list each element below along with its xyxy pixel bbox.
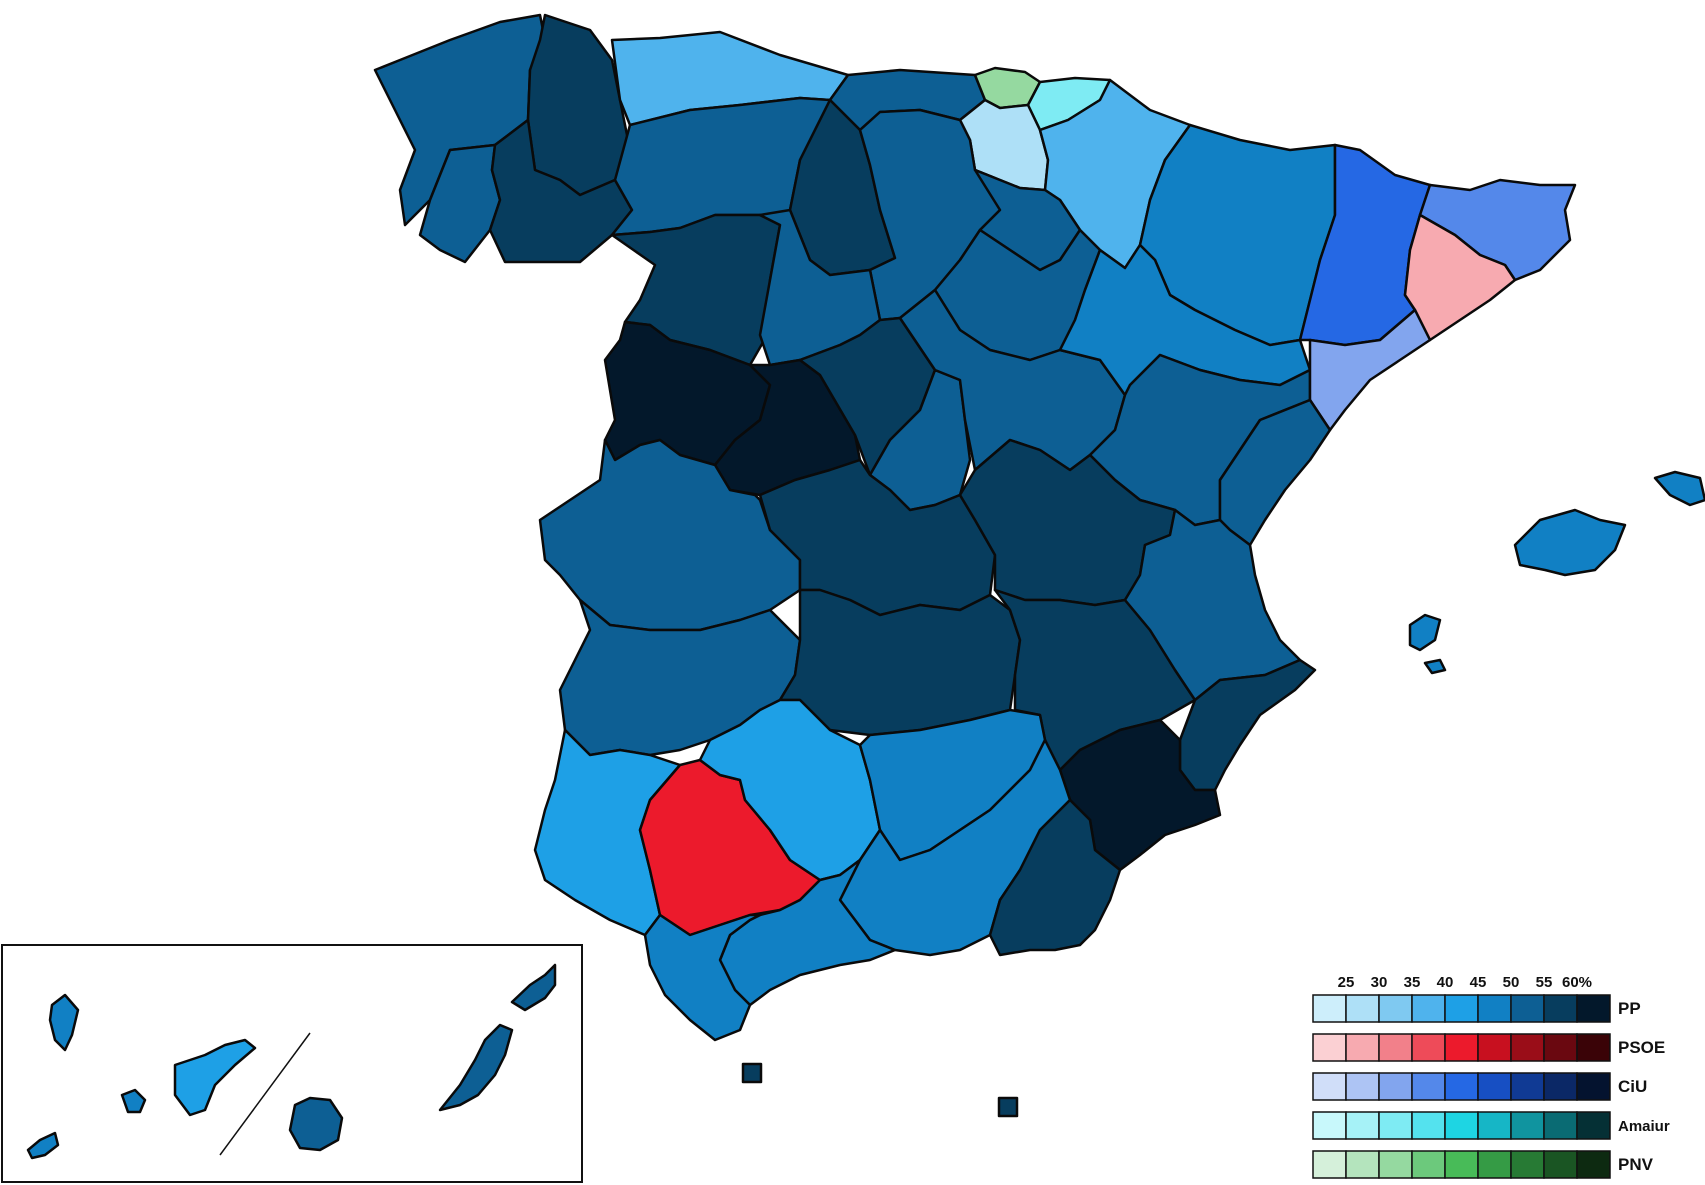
- legend-swatch: [1477, 1072, 1512, 1101]
- legend-tick-label: 55: [1536, 974, 1553, 991]
- legend-swatch: [1477, 1111, 1512, 1140]
- legend-party-label: CiU: [1618, 1077, 1647, 1096]
- legend-swatch: [1543, 1150, 1578, 1179]
- legend-swatch: [1378, 1111, 1413, 1140]
- legend-swatch: [1576, 1072, 1611, 1101]
- island-gran-canaria: [288, 1096, 344, 1152]
- island-mallorca: [1513, 508, 1627, 577]
- legend-swatch: [1411, 1072, 1446, 1101]
- legend-swatch: [1477, 994, 1512, 1023]
- legend-party-label: Amaiur: [1618, 1118, 1670, 1135]
- melilla: [997, 1096, 1019, 1118]
- legend-swatch: [1543, 1111, 1578, 1140]
- legend-swatch: [1543, 994, 1578, 1023]
- legend-swatch: [1444, 1111, 1479, 1140]
- legend-tick-label: 30: [1371, 974, 1388, 991]
- island-tenerife: [173, 1038, 257, 1117]
- legend-swatch: [1510, 994, 1545, 1023]
- legend-swatch: [1312, 994, 1347, 1023]
- legend-swatch: [1477, 1033, 1512, 1062]
- legend-swatch: [1543, 1072, 1578, 1101]
- legend-swatch: [1378, 994, 1413, 1023]
- legend-swatch: [1510, 1033, 1545, 1062]
- legend: 25 30 35 40 45 50 55 60% PP PSOE CiU Amaiur PNV: [1312, 974, 1670, 1179]
- province-almeria: [988, 798, 1122, 957]
- legend-party-label: PP: [1618, 999, 1641, 1018]
- province-barcelona: [1403, 213, 1517, 342]
- legend-swatch: [1345, 1150, 1380, 1179]
- ceuta: [741, 1062, 763, 1084]
- legend-swatch: [1510, 1111, 1545, 1140]
- legend-tick-label: 45: [1470, 974, 1487, 991]
- legend-swatch: [1576, 994, 1611, 1023]
- legend-swatch: [1444, 1072, 1479, 1101]
- legend-tick-label: 40: [1437, 974, 1454, 991]
- legend-swatch: [1444, 1033, 1479, 1062]
- legend-swatch: [1411, 1150, 1446, 1179]
- inset-divider: [219, 1032, 311, 1156]
- legend-swatch: [1411, 1111, 1446, 1140]
- island-menorca: [1653, 470, 1705, 507]
- legend-swatch: [1312, 1033, 1347, 1062]
- island-la-gomera: [120, 1088, 147, 1114]
- legend-swatch: [1312, 1111, 1347, 1140]
- legend-swatch: [1576, 1111, 1611, 1140]
- island-fuerteventura: [438, 1023, 514, 1112]
- legend-swatch: [1312, 1072, 1347, 1101]
- legend-swatch: [1477, 1150, 1512, 1179]
- legend-swatch: [1444, 994, 1479, 1023]
- legend-tick-label: 50: [1503, 974, 1520, 991]
- legend-swatch: [1576, 1150, 1611, 1179]
- legend-swatch: [1312, 1150, 1347, 1179]
- legend-swatch: [1411, 994, 1446, 1023]
- legend-swatch: [1543, 1033, 1578, 1062]
- legend-swatch: [1411, 1033, 1446, 1062]
- legend-tick-label: 25: [1338, 974, 1355, 991]
- legend-swatch: [1510, 1072, 1545, 1101]
- province-cadiz: [643, 913, 762, 1042]
- legend-swatch: [1345, 1033, 1380, 1062]
- island-lanzarote: [510, 963, 557, 1012]
- island-la-palma: [48, 993, 80, 1052]
- island-el-hierro: [26, 1131, 60, 1160]
- legend-swatch: [1378, 1033, 1413, 1062]
- legend-swatch: [1345, 1072, 1380, 1101]
- legend-swatch: [1378, 1072, 1413, 1101]
- island-ibiza: [1408, 613, 1442, 652]
- legend-tick-label: 35: [1404, 974, 1421, 991]
- legend-swatch: [1345, 1111, 1380, 1140]
- legend-swatch: [1378, 1150, 1413, 1179]
- legend-swatch: [1576, 1033, 1611, 1062]
- legend-swatch: [1444, 1150, 1479, 1179]
- legend-party-label: PSOE: [1618, 1038, 1665, 1057]
- island-formentera: [1423, 658, 1447, 675]
- province-ciudad-real: [778, 588, 1022, 737]
- legend-tick-label: 60%: [1562, 974, 1592, 991]
- province-caceres: [538, 438, 802, 632]
- legend-swatch: [1345, 994, 1380, 1023]
- legend-swatch: [1510, 1150, 1545, 1179]
- legend-party-label: PNV: [1618, 1155, 1654, 1174]
